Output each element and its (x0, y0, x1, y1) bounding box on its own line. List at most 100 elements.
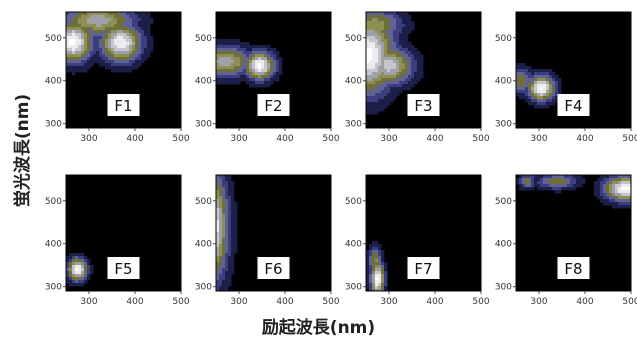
contour-cell (573, 175, 577, 179)
contour-cell (228, 187, 232, 191)
contour-cell (252, 54, 256, 58)
contour-cell (558, 184, 562, 188)
contour-cell (225, 75, 229, 79)
contour-cell (369, 253, 373, 257)
contour-cell (270, 57, 274, 61)
contour-cell (396, 90, 400, 94)
panel-frame (215, 174, 332, 292)
contour-cell (522, 90, 526, 94)
contour-cell (537, 105, 541, 109)
contour-cell (237, 45, 241, 49)
contour-map (216, 175, 238, 291)
contour-cell (381, 259, 385, 263)
contour-cell (105, 12, 109, 16)
contour-cell (543, 181, 547, 185)
contour-cell (216, 184, 220, 188)
contour-cell (75, 69, 79, 73)
contour-cell (96, 60, 100, 64)
contour-cell (369, 30, 373, 34)
contour-cell (372, 12, 376, 16)
contour-cell (552, 81, 556, 85)
contour-cell (228, 208, 232, 212)
contour-cell (219, 229, 223, 233)
panel-label-box (407, 257, 440, 279)
contour-cell (267, 48, 271, 52)
contour-cell (138, 24, 142, 28)
contour-cell (534, 72, 538, 76)
contour-cell (255, 63, 259, 67)
contour-cell (123, 51, 127, 55)
contour-cell (69, 12, 73, 16)
contour-cell (603, 190, 607, 194)
contour-cell (405, 51, 409, 55)
contour-cell (219, 193, 223, 197)
contour-cell (228, 262, 232, 266)
contour-cell (222, 289, 226, 291)
contour-cell (216, 69, 220, 73)
contour-cell (258, 69, 262, 73)
contour-cell (75, 39, 79, 43)
contour-cell (219, 69, 223, 73)
contour-cell (549, 90, 553, 94)
contour-cell (231, 199, 235, 203)
x-tick-label: 400 (126, 134, 143, 144)
contour-cell (72, 72, 76, 76)
contour-cell (84, 15, 88, 19)
contour-cell (228, 66, 232, 70)
contour-cell (396, 45, 400, 49)
contour-cell (93, 18, 97, 22)
contour-cell (78, 268, 82, 272)
contour-cell (393, 51, 397, 55)
contour-cell (537, 178, 541, 182)
contour-cell (378, 51, 382, 55)
contour-cell (366, 253, 370, 257)
contour-cell (606, 178, 610, 182)
contour-cell (246, 69, 250, 73)
contour-cell (108, 33, 112, 37)
contour-cell (516, 84, 520, 88)
contour-cell (396, 84, 400, 88)
contour-cell (597, 181, 601, 185)
contour-cell (579, 175, 583, 179)
contour-cell (219, 247, 223, 251)
contour-cell (84, 39, 88, 43)
contour-cell (600, 181, 604, 185)
contour-cell (597, 190, 601, 194)
contour-cell (273, 54, 277, 58)
contour-cell (246, 63, 250, 67)
contour-cell (222, 253, 226, 257)
y-tick-label: 400 (345, 240, 362, 250)
contour-cell (378, 84, 382, 88)
contour-cell (219, 45, 223, 49)
contour-cell (417, 66, 421, 70)
contour-cell (381, 39, 385, 43)
contour-cell (372, 253, 376, 257)
contour-cell (231, 241, 235, 245)
contour-cell (390, 27, 394, 31)
contour-cell (240, 69, 244, 73)
contour-cell (102, 36, 106, 40)
contour-cell (366, 277, 370, 281)
contour-cell (78, 30, 82, 34)
contour-cell (90, 265, 94, 269)
contour-cell (96, 18, 100, 22)
contour-cell (372, 66, 376, 70)
contour-cell (366, 60, 370, 64)
contour-cell (72, 48, 76, 52)
contour-cell (90, 45, 94, 49)
contour-cell (411, 63, 415, 67)
contour-cell (552, 75, 556, 79)
contour-cell (540, 105, 544, 109)
contour-cell (381, 42, 385, 46)
contour-cell (402, 18, 406, 22)
contour-cell (108, 45, 112, 49)
contour-cell (534, 93, 538, 97)
contour-cell (387, 78, 391, 82)
contour-cell (378, 63, 382, 67)
contour-cell (372, 57, 376, 61)
contour-cell (375, 42, 379, 46)
contour-cell (546, 184, 550, 188)
contour-cell (276, 63, 280, 67)
contour-cell (135, 18, 139, 22)
contour-cell (114, 18, 118, 22)
